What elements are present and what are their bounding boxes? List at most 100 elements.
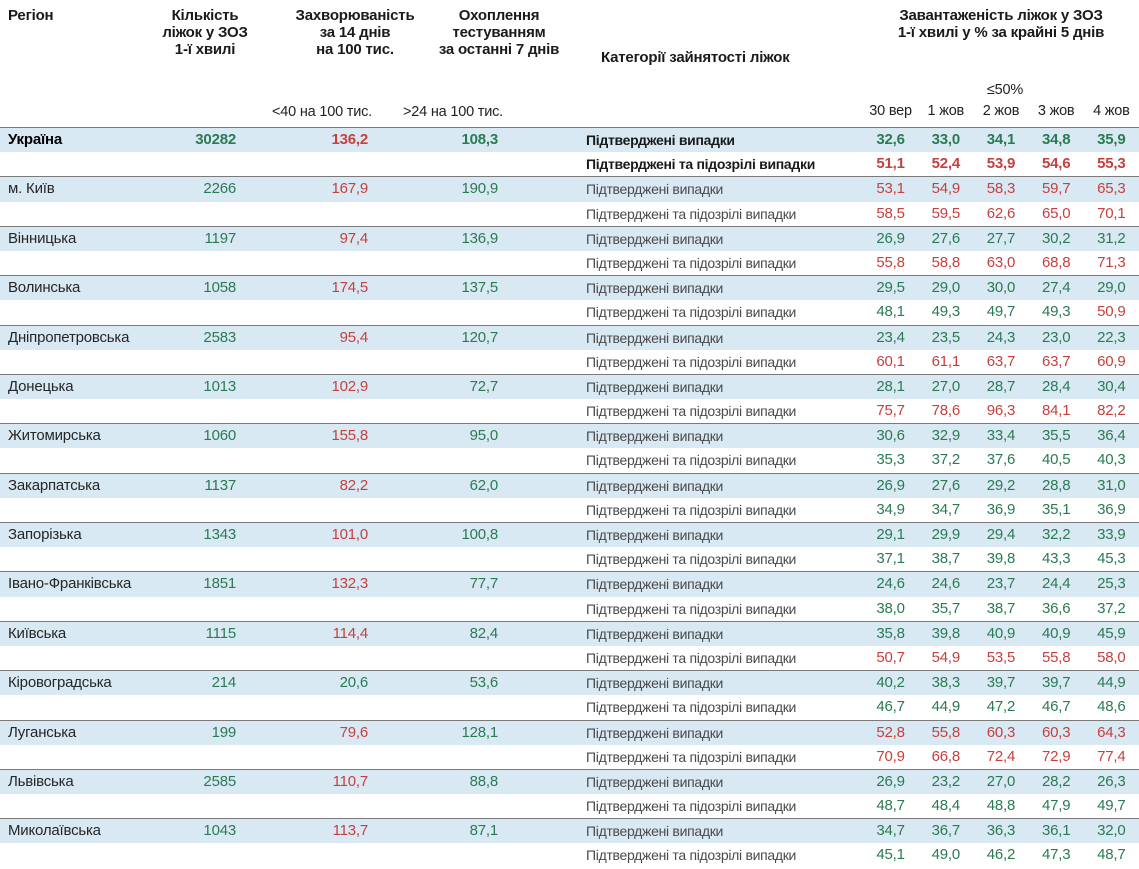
incidence-value: 132,3 [331,575,368,593]
occupancy-value-confirmed-suspected: 71,3 [1097,253,1126,271]
category-label-confirmed: Підтверджені випадки [586,527,724,543]
region-block: Луганська 199 79,6 128,1 Підтверджені випадк… [0,719,1139,769]
category-label-confirmed-suspected: Підтверджені та підозрілі випадки [586,205,797,222]
occupancy-value-confirmed-suspected: 66,8 [931,747,961,765]
region-name: Волинська [8,279,81,297]
region-name: Київська [8,624,67,642]
occupancy-value-confirmed-suspected: 34,7 [931,500,961,518]
occupancy-value-confirmed: 22,3 [1097,328,1126,346]
occupancy-value-confirmed-suspected: 35,7 [931,599,961,617]
occupancy-value-confirmed: 33,9 [1097,526,1126,543]
empty-cell [162,152,238,176]
occupancy-value-confirmed: 34,8 [1041,131,1071,148]
testing-value: 77,7 [469,575,499,593]
empty-cell [162,597,238,621]
occupancy-value-confirmed: 23,0 [1041,328,1071,346]
occupancy-value-confirmed: 23,2 [931,772,961,790]
occupancy-value-confirmed: 29,0 [1097,279,1126,297]
occupancy-value-confirmed-suspected: 49,7 [986,303,1016,321]
region-block: Миколаївська 1043 113,7 87,1 Підтверджені ви… [0,818,1139,867]
region-row-confirmed-suspected: Підтверджені та підозрілі випадки 38,0 35,… [0,597,1139,621]
occupancy-value-confirmed-suspected: 62,6 [986,204,1016,222]
empty-cell [370,597,500,621]
beds-value: 1137 [204,476,237,494]
region-name: Івано-Франківська [8,575,132,593]
occupancy-value-confirmed: 32,6 [876,131,905,148]
region-row-confirmed-suspected: Підтверджені та підозрілі випадки 55,8 58,… [0,251,1139,275]
column-header-region: Регіон [8,7,54,24]
empty-cell [370,448,500,472]
empty-cell [0,794,162,818]
testing-value: 108,3 [461,131,498,148]
incidence-value: 102,9 [331,377,368,395]
empty-cell [162,399,238,423]
region-name: Дніпропетровська [8,328,130,346]
occupancy-value-confirmed-suspected: 63,7 [986,352,1016,370]
occupancy-value-confirmed: 35,8 [876,624,905,642]
beds-value: 1851 [203,575,236,593]
beds-value: 2583 [203,328,236,346]
region-row-confirmed-suspected: Підтверджені та підозрілі випадки 48,7 48,… [0,794,1139,818]
occupancy-value-confirmed: 36,7 [931,822,961,840]
occupancy-value-confirmed-suspected: 47,3 [1041,846,1071,864]
occupancy-value-confirmed-suspected: 36,9 [986,500,1016,518]
occupancy-value-confirmed: 24,3 [986,328,1016,346]
occupancy-value-confirmed-suspected: 54,6 [1041,155,1071,173]
region-name: Луганська [8,723,77,741]
testing-value: 120,7 [461,328,498,346]
occupancy-value-confirmed-suspected: 72,9 [1041,747,1071,765]
beds-value: 1013 [203,377,236,395]
category-label-confirmed: Підтверджені випадки [586,378,724,395]
occupancy-value-confirmed-suspected: 65,0 [1041,204,1071,222]
region-row-confirmed: Івано-Франківська 1851 132,3 77,7 Підтвердже… [0,572,1139,597]
occupancy-value-confirmed: 29,4 [986,526,1016,543]
occupancy-value-confirmed: 24,6 [876,575,905,593]
empty-cell [162,251,238,275]
occupancy-value-confirmed: 30,4 [1097,377,1126,395]
occupancy-value-confirmed-suspected: 84,1 [1041,402,1071,420]
region-row-confirmed-suspected: Підтверджені та підозрілі випадки 70,9 66,… [0,745,1139,769]
category-label-confirmed: Підтверджені випадки [586,724,724,741]
beds-value: 1115 [205,624,237,642]
empty-cell [0,152,162,176]
testing-value: 82,4 [469,624,499,642]
region-block: Львівська 2585 110,7 88,8 Підтверджені випад… [0,768,1139,818]
category-label-confirmed-suspected: Підтверджені та підозрілі випадки [586,551,797,568]
region-row-confirmed: Луганська 199 79,6 128,1 Підтверджені випадк… [0,720,1139,745]
occupancy-value-confirmed-suspected: 68,8 [1041,253,1071,271]
occupancy-threshold-label: ≤50% [986,82,1024,98]
region-name: Україна [8,131,62,148]
occupancy-value-confirmed-suspected: 75,7 [876,402,905,420]
region-row-confirmed: Запорізька 1343 101,0 100,8 Підтверджені вип… [0,523,1139,548]
beds-value: 30282 [195,131,236,148]
occupancy-value-confirmed-suspected: 48,1 [876,303,905,321]
empty-cell [162,448,238,472]
occupancy-value-confirmed-suspected: 46,7 [876,698,905,716]
occupancy-value-confirmed: 40,2 [876,674,905,692]
column-header-beds: Кількість ліжок у ЗОЗ 1-ї хвилі [162,7,248,58]
region-block: Запорізька 1343 101,0 100,8 Підтверджені вип… [0,522,1139,571]
occupancy-value-confirmed: 28,1 [876,377,905,395]
empty-cell [238,695,370,719]
testing-value: 95,0 [469,427,499,445]
column-header-occupancy: Завантаженість ліжок у ЗОЗ 1-ї хвилі у %… [897,7,1105,41]
occupancy-value-confirmed: 28,7 [986,377,1016,395]
region-row-confirmed: Житомирська 1060 155,8 95,0 Підтверджені вип… [0,424,1139,449]
occupancy-value-confirmed-suspected: 53,9 [986,155,1016,173]
region-name: Житомирська [8,427,101,445]
occupancy-value-confirmed-suspected: 45,3 [1097,550,1126,568]
occupancy-value-confirmed-suspected: 96,3 [986,402,1016,420]
occupancy-value-confirmed-suspected: 37,2 [931,451,961,469]
occupancy-value-confirmed: 45,9 [1097,624,1126,642]
occupancy-value-confirmed-suspected: 49,0 [931,846,961,864]
occupancy-value-confirmed-suspected: 35,1 [1041,500,1071,518]
incidence-value: 20,6 [339,674,369,692]
incidence-value: 110,7 [332,772,369,790]
empty-cell [162,794,238,818]
occupancy-value-confirmed: 28,8 [1041,476,1071,494]
category-label-confirmed: Підтверджені випадки [586,823,724,840]
testing-value: 53,6 [469,674,499,692]
occupancy-value-confirmed-suspected: 43,3 [1041,550,1071,568]
testing-value: 137,5 [461,279,498,297]
beds-value: 1060 [203,427,236,445]
